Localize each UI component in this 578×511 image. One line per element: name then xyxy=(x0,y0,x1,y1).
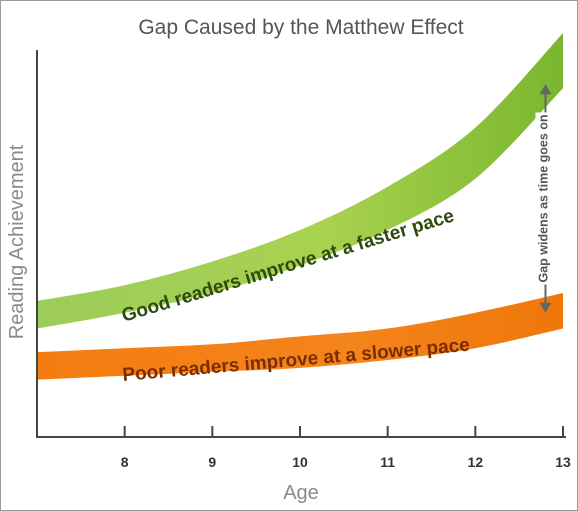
x-tick-label: 9 xyxy=(208,454,216,470)
band-label-good-readers: Good readers improve at a faster pace xyxy=(119,205,456,326)
gap-arrow-up-icon xyxy=(539,84,552,95)
x-tick-label: 8 xyxy=(121,454,129,470)
gap-arrow-down-icon xyxy=(539,302,552,313)
gap-note-background xyxy=(535,112,550,285)
x-tick-label: 13 xyxy=(555,454,571,470)
x-tick-label: 11 xyxy=(380,454,395,470)
x-tick-label: 10 xyxy=(292,454,308,470)
x-tick-label: 12 xyxy=(468,454,484,470)
x-axis-label: Age xyxy=(283,482,319,504)
y-axis-label: Reading Achievement xyxy=(6,144,28,339)
chart-title: Gap Caused by the Matthew Effect xyxy=(138,16,463,39)
band-good-readers xyxy=(37,33,563,329)
band-poor-readers xyxy=(37,293,563,380)
gap-note-text: Gap widens as time goes on xyxy=(536,114,550,282)
